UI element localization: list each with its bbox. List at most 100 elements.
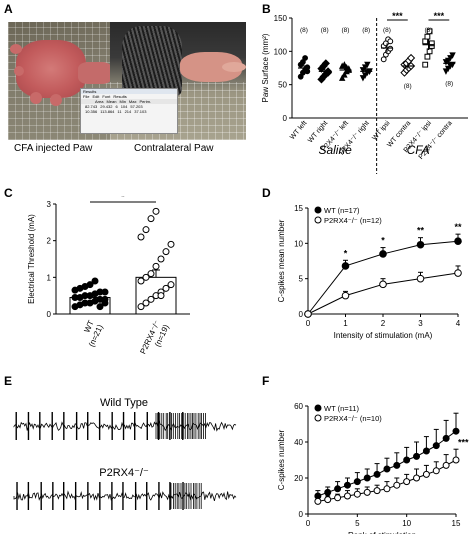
sig-label: *** <box>392 11 403 21</box>
data-point <box>454 237 462 246</box>
data-point <box>96 303 104 311</box>
data-point <box>338 74 346 81</box>
group-label-saline: Saline <box>318 143 352 157</box>
trace-baseline <box>13 490 237 502</box>
data-point <box>302 55 308 61</box>
data-point <box>364 61 371 69</box>
data-point <box>341 262 350 270</box>
inset-title: Results <box>81 89 177 94</box>
data-point <box>452 456 460 464</box>
data-point <box>379 280 387 289</box>
legend-label: WT (n=17) <box>324 206 360 215</box>
legend-marker <box>314 206 322 214</box>
data-point <box>137 233 145 241</box>
x-tick-label: 5 <box>355 519 360 528</box>
legend-marker <box>314 404 322 412</box>
caption-cfa-injected-paw: CFA injected Paw <box>14 143 93 154</box>
x-tick-label: 0 <box>306 319 311 328</box>
data-point <box>449 52 456 59</box>
sig-label: *** <box>434 11 445 21</box>
x-tick-label: 0 <box>306 519 311 528</box>
data-point <box>334 494 342 502</box>
data-point <box>167 240 175 248</box>
y-axis-label: Paw Surface (mm²) <box>261 33 270 102</box>
inset-header: Area Mean Min Max Perim. <box>81 99 177 104</box>
y-tick-label: 3 <box>47 200 52 209</box>
chart-f: 0 20 40 60 0 5 10 15 Rank of stimulation C-spikes… <box>277 402 469 534</box>
n-count: (8) <box>445 80 453 87</box>
trace-baseline <box>13 420 237 432</box>
data-point <box>334 485 342 493</box>
inset-row-1: 82.743 29.432 6 104 57.203 <box>85 104 143 109</box>
chart-c: 0 1 2 3 Electrical Threshold (mA) WT(n=21) P2R… <box>27 196 190 360</box>
inset-menu: File Edit Font Results <box>81 94 177 99</box>
data-point <box>324 496 332 504</box>
data-point <box>454 269 462 277</box>
x-axis-label: Intensity of stimulation (mA) <box>334 331 433 340</box>
data-point <box>422 447 430 455</box>
data-point <box>162 248 170 256</box>
sig-label: * <box>344 248 348 258</box>
data-point <box>428 40 435 47</box>
y-tick-label: 0 <box>47 310 52 319</box>
y-tick-label: 20 <box>294 474 303 483</box>
y-tick-label: 60 <box>294 402 303 411</box>
data-point <box>157 255 165 263</box>
data-point <box>416 274 425 283</box>
data-point <box>383 485 391 493</box>
x-tick-label: 3 <box>418 319 423 328</box>
sig-label: * <box>121 196 125 203</box>
data-point <box>304 68 311 75</box>
data-point <box>91 277 99 285</box>
data-point <box>142 273 150 281</box>
y-tick-label: 0 <box>283 114 288 123</box>
inset-menu-file: File <box>83 94 90 99</box>
data-point <box>101 299 109 307</box>
inset-menu-edit: Edit <box>92 94 100 99</box>
data-point <box>142 226 150 234</box>
x-axis-label: Rank of stimulation <box>348 531 416 534</box>
legend-label: WT (n=11) <box>324 404 359 413</box>
sig-label: ** <box>417 226 425 236</box>
data-point <box>442 434 450 442</box>
data-point <box>379 250 387 258</box>
caption-contralateral-paw: Contralateral Paw <box>134 143 214 154</box>
data-point <box>387 45 394 52</box>
y-axis-label: C-spikes mean number <box>277 219 286 302</box>
n-count: (8) <box>383 27 391 34</box>
data-point <box>341 71 348 78</box>
y-tick-label: 150 <box>274 14 288 23</box>
data-point <box>422 38 429 45</box>
panel-label-a: A <box>4 2 13 16</box>
y-tick-label: 100 <box>274 47 288 56</box>
data-point <box>432 442 440 450</box>
data-point <box>314 497 322 505</box>
panel-label-f: F <box>262 374 270 388</box>
legend-label: P2RX4⁻/⁻ (n=10) <box>324 414 382 423</box>
data-point <box>403 478 411 486</box>
panel-label-e: E <box>4 374 13 388</box>
n-count: (8) <box>342 27 350 34</box>
data-point <box>152 262 160 270</box>
y-tick-label: 40 <box>294 438 303 447</box>
data-point <box>101 288 109 296</box>
data-point <box>363 474 371 482</box>
data-point <box>413 452 421 460</box>
y-tick-label: 0 <box>299 310 304 319</box>
data-point <box>393 461 401 469</box>
data-point <box>426 48 433 55</box>
data-point <box>363 488 371 496</box>
y-tick-label: 10 <box>294 239 303 248</box>
results-inset: Results File Edit Font Results Area Mean… <box>80 88 178 134</box>
data-point <box>321 59 330 68</box>
data-point <box>353 478 361 486</box>
data-point <box>406 53 416 63</box>
x-tick-label: P2RX4⁻/⁻(n=19) <box>138 319 171 360</box>
legend-label: P2RX4⁻/⁻ (n=12) <box>324 216 382 225</box>
x-tick-label: WT left <box>289 120 309 141</box>
sig-label: ** <box>454 222 462 232</box>
chart-b: 0 50 100 150 Paw Surface (mm²) (8) WT left (8) W… <box>261 11 468 174</box>
inset-menu-results: Results <box>113 94 127 99</box>
data-point <box>373 487 381 495</box>
data-point <box>147 215 155 223</box>
